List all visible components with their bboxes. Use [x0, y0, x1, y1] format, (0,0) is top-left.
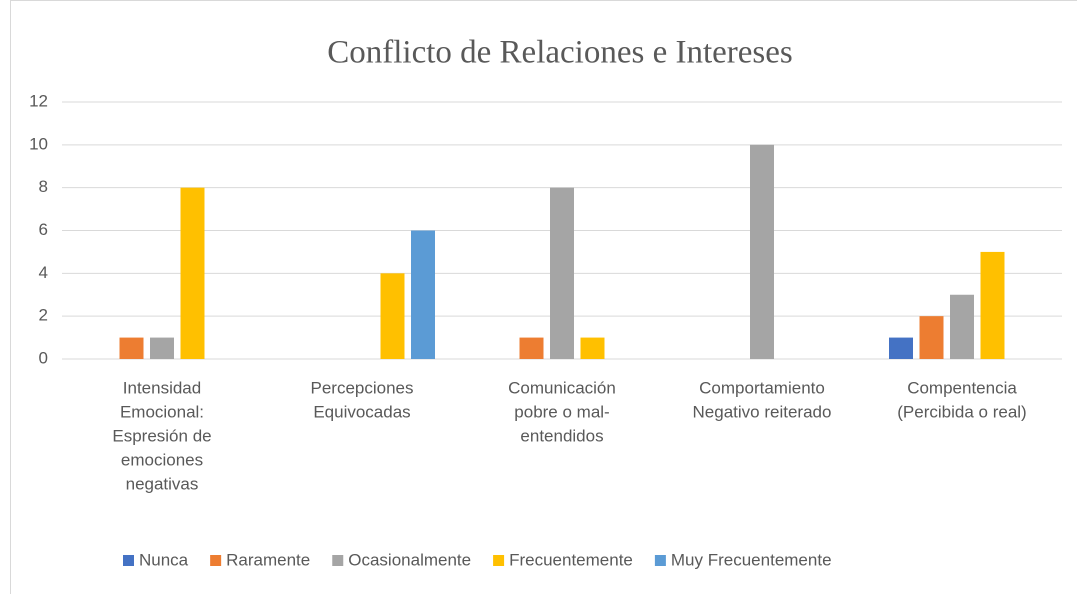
x-tick-label: entendidos	[520, 426, 603, 445]
bar	[411, 230, 435, 359]
bar	[919, 316, 944, 359]
legend-label: Frecuentemente	[509, 550, 633, 569]
bar	[519, 337, 544, 359]
x-tick-label: Espresión de	[112, 426, 211, 445]
chart-title: Conflicto de Relaciones e Intereses	[327, 35, 793, 71]
bar	[550, 187, 574, 359]
legend-swatch	[210, 555, 222, 566]
x-tick-label: negativas	[126, 474, 199, 493]
x-tick-label: Negativo reiterado	[693, 402, 832, 421]
x-tick-label: emociones	[121, 450, 203, 469]
bar	[580, 337, 605, 359]
bar	[889, 337, 913, 359]
bar	[119, 337, 144, 359]
x-tick-label: Comportamiento	[699, 378, 825, 397]
y-tick-label: 10	[29, 134, 48, 153]
x-tick-label: (Percibida o real)	[897, 402, 1026, 421]
y-tick-label: 2	[39, 306, 48, 325]
bar	[950, 294, 974, 359]
bar	[980, 251, 1005, 359]
x-tick-label: pobre o mal-	[514, 402, 609, 421]
y-tick-label: 0	[39, 348, 48, 367]
y-tick-label: 8	[39, 177, 48, 196]
x-tick-label: Emocional:	[120, 402, 204, 421]
legend-label: Muy Frecuentemente	[671, 550, 832, 569]
x-tick-label: Intensidad	[123, 378, 201, 397]
legend-swatch	[493, 555, 505, 566]
x-tick-label: Percepciones	[310, 378, 413, 397]
y-tick-label: 12	[29, 91, 48, 110]
legend-label: Ocasionalmente	[348, 550, 471, 569]
x-tick-label: Equivocadas	[313, 402, 410, 421]
bar	[380, 273, 405, 359]
chart-frame	[10, 0, 1077, 594]
legend-swatch	[332, 555, 344, 566]
y-tick-label: 6	[39, 220, 48, 239]
legend-label: Raramente	[226, 550, 310, 569]
bar	[150, 337, 174, 359]
bar	[180, 187, 205, 359]
y-tick-label: 4	[39, 263, 48, 282]
legend-label: Nunca	[139, 550, 189, 569]
x-tick-label: Comunicación	[508, 378, 616, 397]
legend-swatch	[123, 555, 134, 566]
bar	[750, 144, 774, 359]
legend-swatch	[654, 555, 666, 566]
x-tick-label: Compentencia	[907, 378, 1017, 397]
